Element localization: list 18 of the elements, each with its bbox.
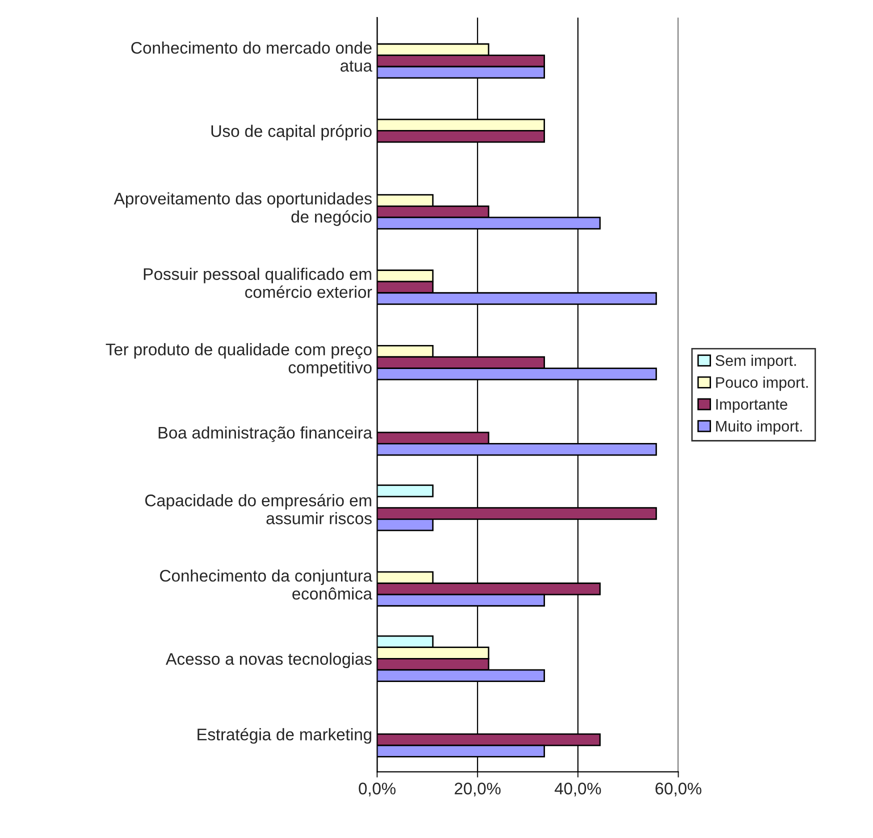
legend-label: Importante bbox=[716, 399, 788, 413]
x-tick-label: 20,0% bbox=[454, 782, 501, 796]
y-tick-label: Boa administração financeira bbox=[158, 426, 372, 442]
legend-label: Pouco import. bbox=[716, 376, 808, 391]
y-tick-label: Capacidade do empresário em assumir riscos bbox=[145, 494, 372, 524]
y-tick-label: Possuir pessoal qualificado em comércio exterior bbox=[144, 268, 372, 298]
legend-label: Muito import. bbox=[716, 420, 802, 435]
y-tick-label: Conhecimento da conjuntura econômica bbox=[160, 569, 372, 600]
y-tick-label: Conhecimento do mercado onde atua bbox=[131, 42, 372, 72]
x-tick-label: 40,0% bbox=[554, 782, 601, 796]
y-tick-label: Acesso a novas tecnologias bbox=[166, 652, 372, 668]
legend-label: Sem import. bbox=[716, 354, 796, 369]
x-tick-label: 0,0% bbox=[358, 782, 396, 796]
y-tick-label: Estratégia de marketing bbox=[198, 728, 372, 744]
y-tick-label: Aproveitamento das oportunidades de negócio bbox=[114, 192, 372, 226]
x-tick-label: 60,0% bbox=[656, 782, 702, 796]
y-tick-label: Uso de capital próprio bbox=[211, 124, 372, 140]
y-tick-label: Ter produto de qualidade com preço competitivo bbox=[106, 343, 372, 377]
